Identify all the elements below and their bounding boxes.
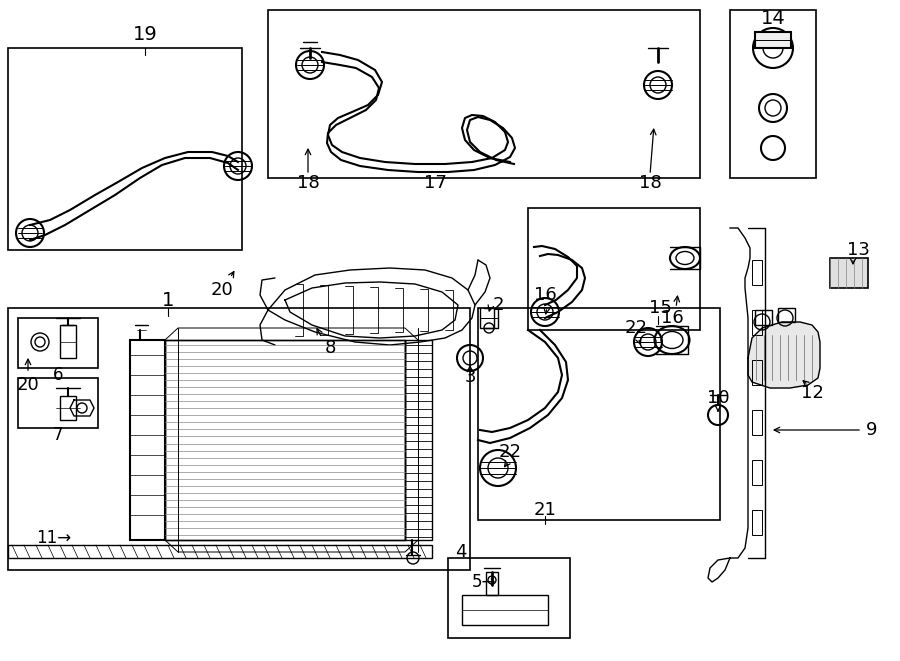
Text: 6: 6 [53,366,63,384]
Text: 21: 21 [534,501,556,519]
Bar [8,545,432,558]
Text: 7: 7 [53,426,63,444]
Text: 17: 17 [424,174,446,192]
Text: 18: 18 [639,174,662,192]
Text: 20: 20 [16,376,40,394]
Text: 4: 4 [455,543,466,561]
Text: 8: 8 [324,339,336,357]
Bar [830,258,868,288]
Text: 16: 16 [661,309,683,327]
Bar [778,308,795,322]
Bar [752,510,762,535]
Bar [755,310,772,325]
Bar [8,48,242,250]
Bar [165,340,405,540]
Bar [752,310,762,335]
Bar [60,325,76,358]
Bar [755,32,791,48]
Bar [730,10,816,178]
Bar [486,572,498,595]
Text: 15: 15 [649,299,671,317]
Polygon shape [748,322,820,388]
Text: 9: 9 [866,421,878,439]
Text: 16: 16 [534,286,556,304]
Bar [165,340,405,540]
Bar [8,308,470,570]
Bar [752,360,762,385]
Bar [752,260,762,285]
Bar [752,460,762,485]
Text: 19: 19 [132,26,157,44]
Text: 11→: 11→ [36,529,71,547]
Text: 2: 2 [492,296,504,314]
Text: 13: 13 [847,241,869,259]
Bar [18,378,98,428]
Bar [405,340,432,540]
Bar [478,308,720,520]
Bar [130,340,165,540]
Text: 10: 10 [706,389,729,407]
Bar [528,208,700,330]
Bar [752,410,762,435]
Text: 20: 20 [211,281,233,299]
Text: 18: 18 [297,174,320,192]
Text: 1: 1 [162,290,175,309]
Text: 12: 12 [801,384,824,402]
Text: 5→: 5→ [472,573,497,591]
Text: 3: 3 [464,368,476,386]
Bar [448,558,570,638]
Bar [268,10,700,178]
Text: 22: 22 [625,319,647,337]
Bar [18,318,98,368]
Text: 14: 14 [760,9,786,28]
Text: 22: 22 [499,443,521,461]
Bar [462,595,548,625]
Bar [60,396,76,420]
